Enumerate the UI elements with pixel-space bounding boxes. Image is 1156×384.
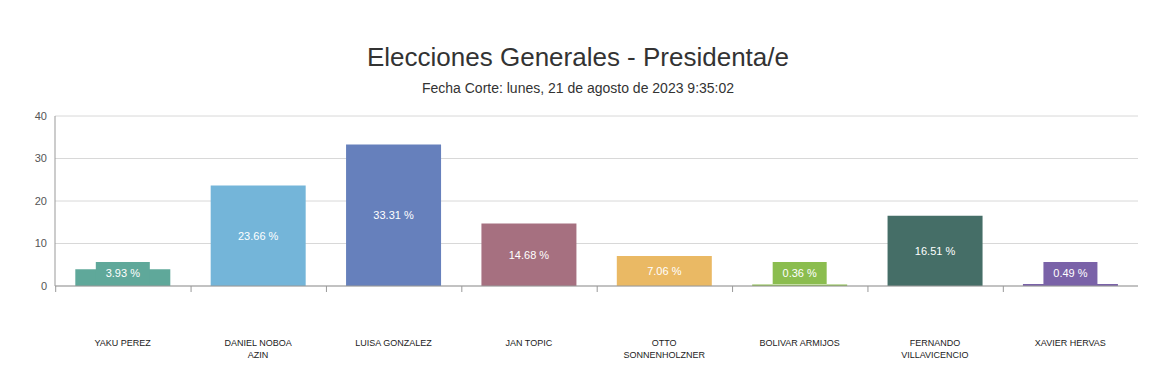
svg-text:7.06 %: 7.06 % [647, 265, 681, 277]
svg-text:16.51 %: 16.51 % [915, 245, 956, 257]
svg-text:33.31 %: 33.31 % [373, 209, 414, 221]
svg-text:XAVIER HERVAS: XAVIER HERVAS [1035, 338, 1106, 348]
svg-text:FERNANDOVILLAVICENCIO: FERNANDOVILLAVICENCIO [901, 338, 968, 360]
svg-text:3.93 %: 3.93 % [106, 267, 140, 279]
svg-text:30: 30 [35, 152, 47, 164]
svg-text:OTTOSONNENHOLZNER: OTTOSONNENHOLZNER [623, 338, 705, 360]
svg-text:14.68 %: 14.68 % [509, 249, 550, 261]
svg-text:JAN TOPIC: JAN TOPIC [505, 338, 552, 348]
svg-text:20: 20 [35, 195, 47, 207]
svg-text:40: 40 [35, 110, 47, 122]
svg-text:YAKU PEREZ: YAKU PEREZ [95, 338, 152, 348]
svg-text:BOLIVAR ARMIJOS: BOLIVAR ARMIJOS [759, 338, 839, 348]
svg-text:LUISA GONZALEZ: LUISA GONZALEZ [355, 338, 432, 348]
svg-text:10: 10 [35, 237, 47, 249]
svg-text:23.66 %: 23.66 % [238, 230, 279, 242]
svg-text:0.49 %: 0.49 % [1053, 267, 1087, 279]
svg-text:DANIEL NOBOAAZIN: DANIEL NOBOAAZIN [224, 338, 291, 360]
html-text:Elecciones Generales - Preside: Elecciones Generales - Presidenta/e [367, 42, 789, 72]
svg-text:0.36 %: 0.36 % [783, 267, 817, 279]
svg-text:0: 0 [41, 280, 47, 292]
html-text:Fecha Corte: lunes, 21 de agos: Fecha Corte: lunes, 21 de agosto de 2023… [421, 80, 735, 96]
